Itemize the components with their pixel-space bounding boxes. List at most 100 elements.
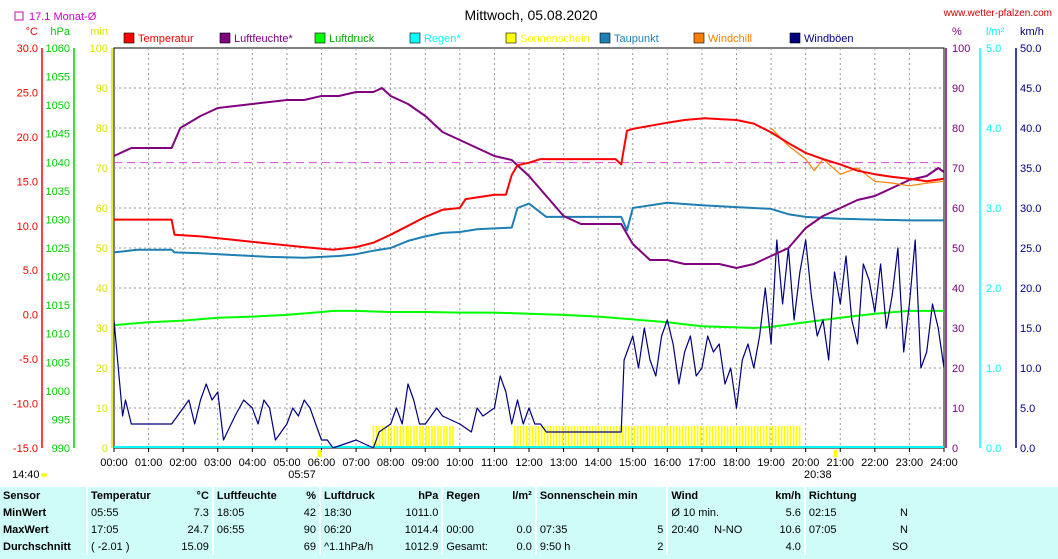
pressure-tick-label: 1000	[46, 386, 70, 398]
site-url: www.wetter-pfalzen.com	[943, 8, 1052, 19]
sun-tick-label: 40	[96, 283, 108, 295]
humidity-tick-label: 0	[952, 443, 958, 455]
stats-row-label: MinWert	[3, 506, 47, 519]
pressure-unit-label: hPa	[50, 26, 70, 38]
stats-cell: 4.0	[785, 540, 801, 553]
stats-header-rain-unit: l/m²	[512, 489, 532, 502]
temp-tick-label: 15.0	[17, 176, 38, 188]
humidity-unit-label: %	[952, 26, 962, 38]
stats-cell: 10.6	[779, 523, 801, 536]
pressure-tick-label: 1055	[46, 72, 70, 84]
legend-label: Luftdruck	[329, 33, 375, 45]
pressure-tick-label: 1050	[46, 100, 70, 112]
statistics-table: Sensor Temperatur °C Luftfeuchte % Luftd…	[0, 487, 1058, 559]
rain-tick-label: 5.0	[986, 43, 1001, 55]
pressure-tick-label: 990	[52, 443, 70, 455]
humidity-tick-label: 100	[952, 43, 970, 55]
stats-header-sun: Sonnenschein min	[534, 487, 668, 504]
legend-label: Sonnenschein	[520, 33, 590, 45]
pressure-tick-label: 1045	[46, 129, 70, 141]
stats-row-max: MaxWert 17:05 24.7 06:55 90 06:20 1014.4…	[0, 521, 1058, 538]
current-time: 14:40	[12, 469, 40, 481]
stats-cell	[803, 538, 848, 555]
wind-tick-label: 40.0	[1020, 123, 1041, 135]
stats-cell: 1011.0	[405, 506, 439, 519]
sunset-marker	[833, 450, 838, 457]
x-tick-label: 06:00	[308, 457, 336, 469]
series-line-windchill	[770, 127, 945, 187]
x-tick-label: 07:00	[342, 457, 370, 469]
x-tick-label: 17:00	[688, 457, 716, 469]
x-tick-label: 14:00	[584, 457, 612, 469]
rain-tick-label: 2.0	[986, 283, 1001, 295]
stats-header-hum: Luftfeuchte	[211, 487, 297, 504]
stats-cell	[633, 504, 667, 521]
pressure-tick-label: 1020	[46, 272, 70, 284]
sun-tick-label: 70	[96, 163, 108, 175]
humidity-tick-label: 50	[952, 243, 964, 255]
stats-row-avg: Durchschnitt ( -2.01 ) 15.09 69 ^1.1hPa/…	[0, 538, 1058, 555]
sun-tick-label: 100	[90, 43, 108, 55]
stats-header-hum-unit: %	[306, 489, 317, 502]
legend-swatch	[314, 32, 326, 44]
x-tick-label: 11:00	[481, 457, 508, 469]
chart-title: Mittwoch, 05.08.2020	[464, 7, 597, 23]
legend-swatch	[505, 32, 517, 44]
stats-cell	[666, 538, 765, 555]
pressure-tick-label: 1025	[46, 243, 70, 255]
wind-unit-label: km/h	[1020, 26, 1044, 38]
stats-cell: ( -2.01 )	[86, 538, 170, 555]
temp-tick-label: 10.0	[17, 221, 38, 233]
humidity-tick-label: 80	[952, 123, 964, 135]
stats-header-row: Sensor Temperatur °C Luftfeuchte % Luftd…	[0, 487, 1058, 504]
stats-cell: 15.09	[181, 540, 209, 553]
series-line-luftdruck	[113, 309, 944, 329]
stats-cell: 05:55	[86, 504, 170, 521]
x-tick-label: 15:00	[619, 457, 647, 469]
stats-cell: 5.6	[785, 506, 801, 519]
stats-header-press: Luftdruck	[319, 487, 392, 504]
wind-tick-label: 10.0	[1020, 363, 1041, 375]
x-tick-label: 04:00	[239, 457, 267, 469]
stats-cell: 02:15	[803, 504, 848, 521]
sun-tick-label: 30	[96, 323, 108, 335]
x-tick-label: 19:00	[757, 457, 785, 469]
stats-cell: 00:00	[441, 521, 503, 538]
temp-tick-label: -5.0	[19, 354, 38, 366]
wind-tick-label: 25.0	[1020, 243, 1041, 255]
legend-label: Luftfeuchte*	[234, 33, 293, 45]
sun-tick-label: 80	[96, 123, 108, 135]
stats-cell: N	[900, 506, 908, 519]
wind-tick-label: 50.0	[1020, 43, 1041, 55]
pressure-tick-label: 1030	[46, 214, 70, 226]
legend-label: Taupunkt	[614, 33, 659, 45]
stats-cell: 18:05	[211, 504, 297, 521]
legend-label: Windböen	[804, 33, 854, 45]
wind-tick-label: 5.0	[1020, 403, 1035, 415]
stats-cell: 9:50 h	[534, 538, 634, 555]
legend-swatch	[123, 32, 135, 44]
pressure-tick-label: 1040	[46, 157, 70, 169]
temp-unit-label: °C	[26, 26, 38, 38]
x-tick-label: 22:00	[861, 457, 889, 469]
stats-header-wind-unit: km/h	[775, 489, 801, 502]
legend-label: Temperatur	[138, 33, 194, 45]
humidity-tick-label: 10	[952, 403, 964, 415]
humidity-tick-label: 90	[952, 83, 964, 95]
stats-header-dir: Richtung	[803, 487, 1058, 504]
chart-axes: 00:00 01:00 02:00 03:00 04:00 05:00 06:00 07:00…	[13, 26, 1044, 469]
stats-cell	[503, 504, 536, 521]
wind-tick-label: 35.0	[1020, 163, 1041, 175]
stats-cell: 20:40 N-NO	[666, 521, 765, 538]
stats-cell: SO	[892, 540, 908, 553]
stats-cell: 5	[657, 523, 664, 536]
stats-cell: 07:35	[534, 521, 634, 538]
humidity-tick-label: 30	[952, 323, 964, 335]
wind-tick-label: 45.0	[1020, 83, 1041, 95]
stats-cell: 17:05	[86, 521, 170, 538]
pressure-tick-label: 995	[52, 414, 70, 426]
x-tick-label: 12:00	[515, 457, 543, 469]
stats-cell: Ø 10 min.	[666, 504, 765, 521]
legend-swatch	[789, 32, 801, 44]
humidity-tick-label: 60	[952, 203, 964, 215]
